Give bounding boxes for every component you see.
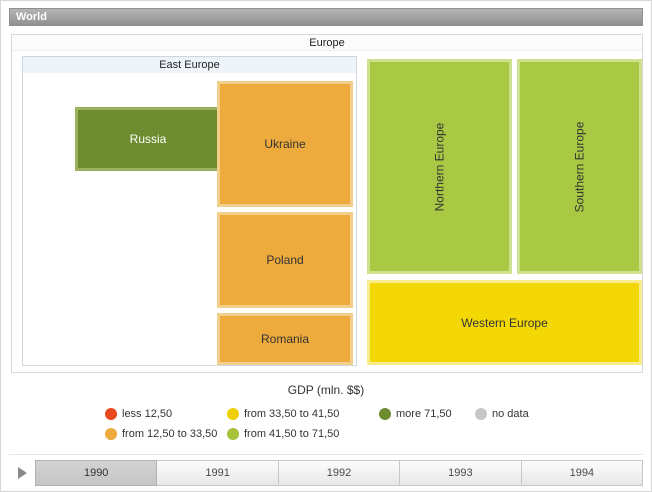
drill-up-header[interactable]: World — [9, 8, 643, 26]
play-icon — [17, 466, 27, 479]
node-poland[interactable]: Poland — [217, 212, 353, 308]
node-northern-europe-label: Northern Europe — [432, 122, 447, 211]
legend-marker-orange-icon — [105, 428, 117, 440]
timeline-year-1993[interactable]: 1993 — [399, 459, 522, 486]
timeline: 1990 1991 1992 1993 1994 — [9, 454, 644, 487]
group-header-europe-label: Europe — [309, 37, 345, 49]
legend-marker-olive-icon — [379, 408, 391, 420]
node-ukraine-label: Ukraine — [264, 137, 306, 151]
treemap-area: Europe East Europe Russia Ukraine Poland… — [11, 34, 643, 373]
node-russia[interactable]: Russia — [75, 107, 221, 171]
group-header-east-europe-label: East Europe — [159, 59, 220, 71]
node-western-europe[interactable]: Western Europe — [367, 280, 642, 365]
node-southern-europe-label: Southern Europe — [572, 121, 587, 212]
node-romania-label: Romania — [260, 332, 310, 346]
legend-marker-gray-icon — [475, 408, 487, 420]
group-header-east-europe[interactable]: East Europe — [23, 57, 356, 73]
timeline-year-1994[interactable]: 1994 — [520, 459, 644, 486]
timeline-year-1992[interactable]: 1992 — [277, 459, 401, 486]
timeline-years: 1990 1991 1992 1993 1994 — [35, 459, 644, 486]
group-header-europe[interactable]: Europe — [12, 35, 642, 51]
legend-label-more-71-50: more 71,50 — [396, 408, 452, 420]
node-romania[interactable]: Romania — [217, 313, 353, 365]
legend-items: less 12,50 from 12,50 to 33,50 from 33,5… — [1, 404, 651, 444]
legend-item-from-12-50-to-33-50: from 12,50 to 33,50 — [105, 428, 227, 440]
node-southern-europe[interactable]: Southern Europe — [517, 59, 642, 274]
group-east-europe: East Europe Russia Ukraine Poland Romani… — [22, 56, 357, 366]
legend-label-from-12-50-to-33-50: from 12,50 to 33,50 — [122, 428, 218, 440]
node-northern-europe[interactable]: Northern Europe — [367, 59, 512, 274]
drill-up-label: World — [16, 11, 47, 23]
node-western-europe-label: Western Europe — [461, 315, 548, 330]
node-poland-label: Poland — [266, 253, 304, 267]
timeline-year-1990[interactable]: 1990 — [35, 459, 158, 486]
legend-label-less-12-50: less 12,50 — [122, 408, 173, 420]
play-button[interactable] — [9, 460, 35, 486]
legend-item-more-71-50: more 71,50 — [379, 408, 475, 420]
legend-label-from-41-50-to-71-50: from 41,50 to 71,50 — [244, 428, 340, 440]
node-ukraine[interactable]: Ukraine — [217, 81, 353, 207]
legend: GDP (mln. $$) less 12,50 from 12,50 to 3… — [1, 383, 651, 444]
legend-label-no-data: no data — [492, 408, 529, 420]
legend-item-no-data: no data — [475, 408, 547, 420]
legend-item-less-12-50: less 12,50 — [105, 408, 227, 420]
legend-marker-red-icon — [105, 408, 117, 420]
legend-item-from-33-50-to-41-50: from 33,50 to 41,50 — [227, 408, 379, 420]
legend-marker-yellowgreen-icon — [227, 428, 239, 440]
legend-item-from-41-50-to-71-50: from 41,50 to 71,50 — [227, 428, 379, 440]
legend-label-from-33-50-to-41-50: from 33,50 to 41,50 — [244, 408, 340, 420]
legend-marker-yellow-icon — [227, 408, 239, 420]
timeline-year-1991[interactable]: 1991 — [156, 459, 279, 486]
legend-title: GDP (mln. $$) — [287, 383, 365, 397]
node-russia-label: Russia — [129, 132, 167, 146]
